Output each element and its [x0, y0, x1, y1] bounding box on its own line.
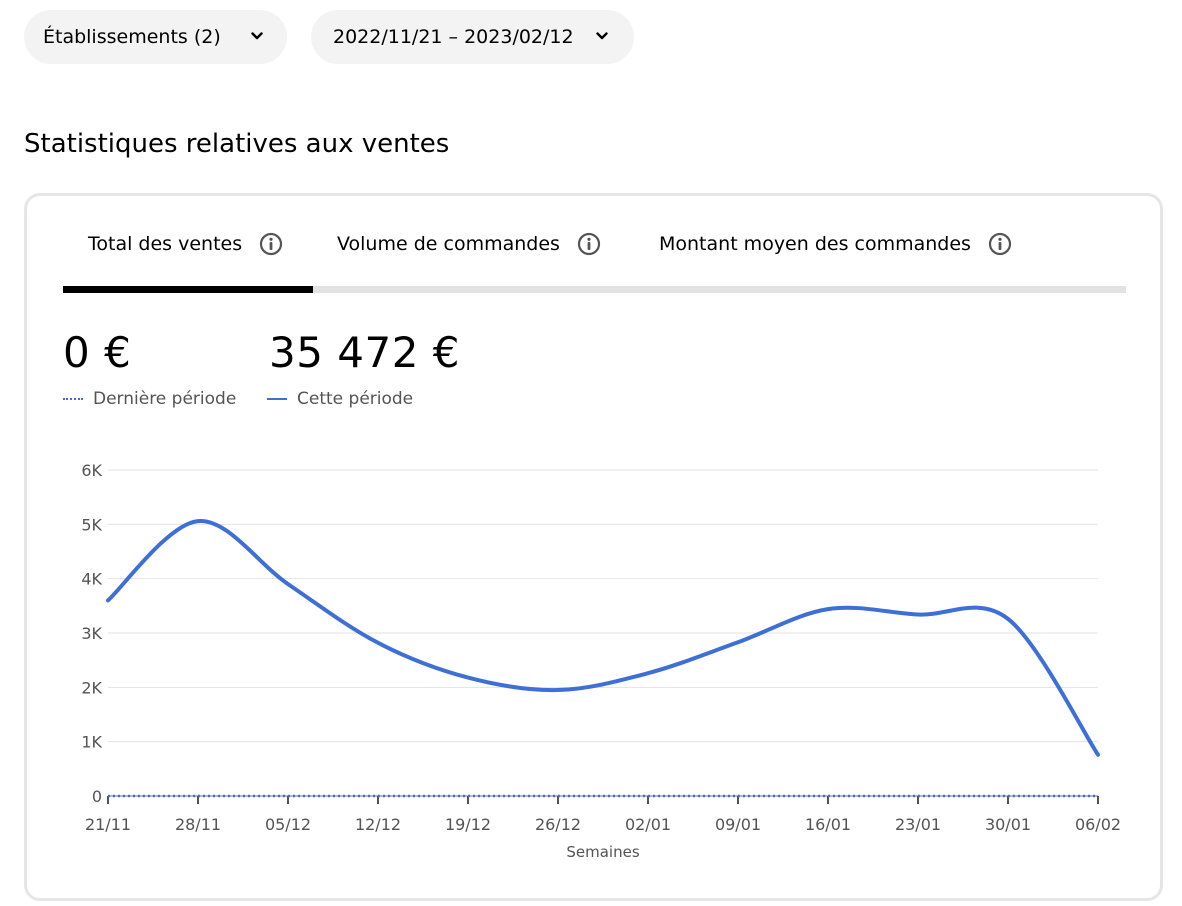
- tab-track: [63, 286, 1126, 293]
- x-tick-label: 23/01: [895, 815, 941, 834]
- x-tick-label: 26/12: [535, 815, 581, 834]
- x-tick-label: 16/01: [805, 815, 851, 834]
- x-tick-label: 19/12: [445, 815, 491, 834]
- tab-label: Total des ventes: [88, 233, 243, 255]
- tab-total-sales[interactable]: Total des ventes: [88, 232, 283, 256]
- y-tick-label: 6K: [81, 461, 102, 480]
- x-tick-label: 02/01: [625, 815, 671, 834]
- x-tick-label: 06/02: [1075, 815, 1121, 834]
- solid-line-swatch: [267, 398, 287, 400]
- locations-filter-label: Établissements (2): [43, 26, 221, 48]
- tab-label: Montant moyen des commandes: [659, 233, 971, 255]
- date-range-filter-button[interactable]: 2022/11/21 – 2023/02/12: [311, 10, 634, 64]
- y-tick-label: 4K: [81, 570, 102, 589]
- chevron-down-icon: [596, 32, 608, 40]
- info-icon[interactable]: [259, 232, 283, 256]
- x-tick-label: 05/12: [265, 815, 311, 834]
- x-axis-title: Semaines: [566, 843, 639, 861]
- legend-label: Dernière période: [93, 389, 237, 409]
- y-tick-label: 5K: [81, 515, 102, 534]
- last-period-total: 0 €: [63, 328, 132, 377]
- y-tick-label: 2K: [81, 678, 102, 697]
- tab-label: Volume de commandes: [337, 233, 560, 255]
- sales-line-chart: 0 1K 2K 3K 4K 5K 6K 21/11 28/11 05/12 12/12 19/12 26…: [81, 461, 1121, 861]
- current-period-total: 35 472 €: [269, 328, 461, 377]
- chevron-down-icon: [251, 32, 263, 40]
- info-icon[interactable]: [577, 232, 601, 256]
- section-title: Statistiques relatives aux ventes: [24, 129, 450, 159]
- x-tick-label: 09/01: [715, 815, 761, 834]
- y-tick-label: 3K: [81, 624, 102, 643]
- date-range-label: 2022/11/21 – 2023/02/12: [333, 26, 574, 48]
- legend-label: Cette période: [297, 389, 414, 409]
- x-tick-label: 21/11: [85, 815, 131, 834]
- dotted-line-swatch: [63, 398, 83, 400]
- x-tick-label: 12/12: [355, 815, 401, 834]
- legend-last-period: Dernière période: [63, 389, 236, 409]
- y-tick-label: 1K: [81, 733, 102, 752]
- tab-order-volume[interactable]: Volume de commandes: [337, 232, 601, 256]
- active-tab-indicator: [63, 286, 313, 293]
- sales-statistics-card: Total des ventes Volume de commandes Mon…: [24, 193, 1163, 901]
- locations-filter-button[interactable]: Établissements (2): [24, 10, 287, 64]
- x-tick-label: 30/01: [985, 815, 1031, 834]
- y-tick-label: 0: [92, 787, 102, 806]
- series-line-current-period: [106, 519, 1100, 757]
- metric-tabs: Total des ventes Volume de commandes Mon…: [27, 196, 1160, 296]
- x-tick-label: 28/11: [175, 815, 221, 834]
- legend-current-period: Cette période: [267, 389, 413, 409]
- tab-average-order-amount[interactable]: Montant moyen des commandes: [659, 232, 1012, 256]
- info-icon[interactable]: [988, 232, 1012, 256]
